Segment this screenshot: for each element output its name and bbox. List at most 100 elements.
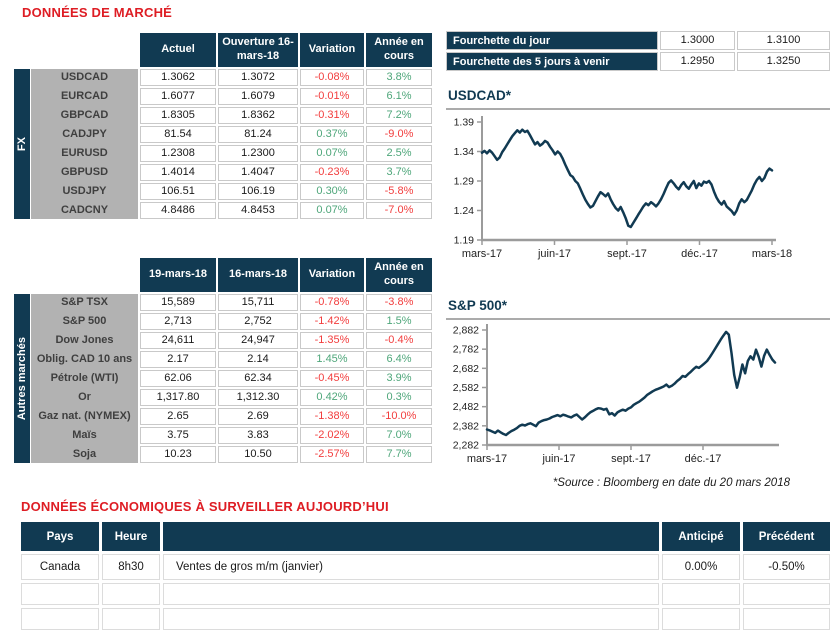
cell-variation: -1.38% [300, 408, 364, 425]
cell-open: 1,312.30 [218, 389, 298, 406]
usdcad-chart: USDCAD* 1.39 1.34 1.29 1.24 1.19 mars-17 juin-… [446, 88, 830, 262]
cell-open: 1.6079 [218, 88, 298, 105]
econ-cell-country [21, 608, 99, 630]
cell-ytd: 7.2% [366, 107, 432, 124]
cell-variation: 0.07% [300, 145, 364, 162]
cell-ytd: -7.0% [366, 202, 432, 219]
fx-label-column: USDCAD EURCAD GBPCAD CADJPY EURUSD GBPUSD USDJ… [31, 69, 138, 219]
cell-open: 3.83 [218, 427, 298, 444]
cell-current: 106.51 [140, 183, 216, 200]
svg-text:1.39: 1.39 [454, 117, 475, 129]
econ-cell-previous [743, 608, 830, 630]
row-label: USDJPY [62, 185, 107, 197]
cell-ytd: 3.9% [366, 370, 432, 387]
row-label: Dow Jones [55, 334, 114, 346]
range-high: 1.3100 [737, 31, 830, 50]
fx-header-0: Actuel [140, 33, 216, 67]
cell-open: 1.3072 [218, 69, 298, 86]
cell-ytd: 1.5% [366, 313, 432, 330]
svg-text:déc.-17: déc.-17 [681, 248, 718, 260]
cell-ytd: 3.8% [366, 69, 432, 86]
usdcad-chart-title: USDCAD* [448, 88, 512, 103]
cell-current: 81.54 [140, 126, 216, 143]
cell-variation: -0.45% [300, 370, 364, 387]
cell-open: 62.34 [218, 370, 298, 387]
econ-header-4: Précédent [743, 522, 830, 551]
cell-open: 1.2300 [218, 145, 298, 162]
markets-group-label-text: Autres marchés [16, 336, 28, 421]
fx-header-2: Variation [300, 33, 364, 67]
svg-text:2,882: 2,882 [453, 325, 479, 337]
cell-ytd: -0.4% [366, 332, 432, 349]
sp500-chart-title: S&P 500* [448, 298, 508, 313]
row-label: S&P TSX [61, 296, 108, 308]
econ-cell-previous: -0.50% [743, 554, 830, 580]
econ-cell-expected: 0.00% [662, 554, 740, 580]
cell-open: 2.14 [218, 351, 298, 368]
markets-group-label: Autres marchés [14, 294, 30, 463]
cell-variation: -0.01% [300, 88, 364, 105]
markets-header-1: 16-mars-18 [218, 258, 298, 292]
row-label: Or [78, 391, 91, 403]
cell-current: 1.3062 [140, 69, 216, 86]
row-label: EURCAD [60, 90, 109, 102]
svg-text:2,282: 2,282 [453, 440, 479, 452]
section-title-market-data: DONNÉES DE MARCHÉ [22, 5, 173, 20]
other-markets-table: 19-mars-18 16-mars-18 Variation Année en co… [14, 258, 432, 463]
cell-open: 2.69 [218, 408, 298, 425]
cell-variation: 1.45% [300, 351, 364, 368]
fx-header-1: Ouverture 16-mars-18 [218, 33, 298, 67]
cell-current: 2.17 [140, 351, 216, 368]
cell-current: 2,713 [140, 313, 216, 330]
svg-text:déc.-17: déc.-17 [685, 453, 722, 465]
cell-variation: -2.02% [300, 427, 364, 444]
cell-current: 1.4014 [140, 164, 216, 181]
fx-group-label-text: FX [16, 136, 28, 152]
svg-text:juin-17: juin-17 [537, 248, 571, 260]
econ-cell-country: Canada [21, 554, 99, 580]
econ-cell-country [21, 583, 99, 605]
row-label: GBPCAD [60, 109, 109, 121]
svg-text:sept.-17: sept.-17 [611, 453, 651, 465]
fx-group-label: FX [14, 69, 30, 219]
cell-current: 2.65 [140, 408, 216, 425]
source-note: *Source : Bloomberg en date du 20 mars 2… [552, 477, 790, 489]
chart-title-rule [446, 108, 830, 110]
cell-open: 2,752 [218, 313, 298, 330]
cell-ytd: -9.0% [366, 126, 432, 143]
fx-header-3: Année en cours [366, 33, 432, 67]
row-label: S&P 500 [62, 315, 107, 327]
row-label: GBPUSD [60, 166, 109, 178]
svg-text:2,582: 2,582 [453, 382, 479, 394]
cell-open: 81.24 [218, 126, 298, 143]
cell-variation: -2.57% [300, 446, 364, 463]
econ-cell-event: Ventes de gros m/m (janvier) [163, 554, 659, 580]
sp500-line-chart: 2,882 2,782 2,682 2,582 2,482 2,382 2,282mars-… [453, 324, 779, 465]
cell-variation: -0.31% [300, 107, 364, 124]
cell-variation: 0.42% [300, 389, 364, 406]
markets-header-3: Année en cours [366, 258, 432, 292]
cell-ytd: 6.1% [366, 88, 432, 105]
econ-cell-time: 8h30 [102, 554, 160, 580]
row-label: CADJPY [62, 128, 107, 140]
cell-current: 1.8305 [140, 107, 216, 124]
cell-variation: -1.35% [300, 332, 364, 349]
cell-variation: -0.78% [300, 294, 364, 311]
svg-text:2,382: 2,382 [453, 420, 479, 432]
cell-current: 4.8486 [140, 202, 216, 219]
econ-cell-expected [662, 608, 740, 630]
cell-variation: -0.08% [300, 69, 364, 86]
cell-current: 24,611 [140, 332, 216, 349]
range-label: Fourchette du jour [446, 31, 658, 50]
econ-header-0: Pays [21, 522, 99, 551]
row-label: USDCAD [60, 71, 109, 83]
cell-open: 24,947 [218, 332, 298, 349]
econ-cell-expected [662, 583, 740, 605]
cell-ytd: -3.8% [366, 294, 432, 311]
usdcad-range-table: Fourchette du jour 1.3000 1.3100 Fourchette… [446, 31, 830, 71]
econ-header-3: Anticipé [662, 522, 740, 551]
cell-ytd: -5.8% [366, 183, 432, 200]
cell-ytd: 7.0% [366, 427, 432, 444]
cell-ytd: 7.7% [366, 446, 432, 463]
